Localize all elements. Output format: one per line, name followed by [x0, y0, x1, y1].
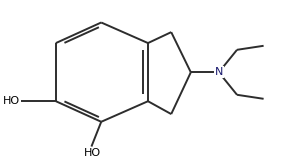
Text: HO: HO	[84, 148, 102, 158]
Text: HO: HO	[3, 96, 20, 106]
Text: N: N	[214, 67, 223, 77]
